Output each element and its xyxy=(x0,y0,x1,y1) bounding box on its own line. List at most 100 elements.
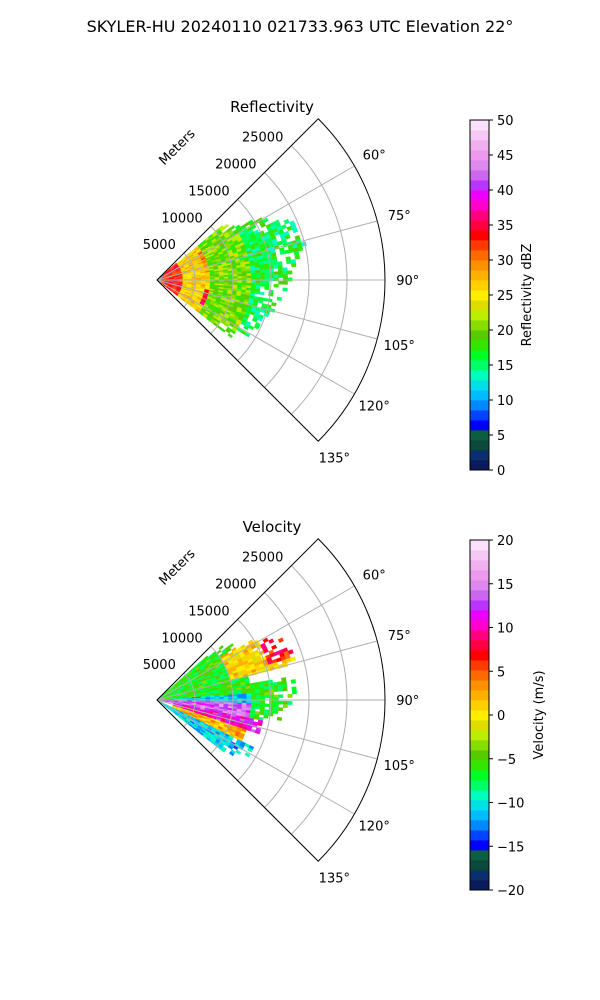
colorbar-swatch xyxy=(470,450,489,461)
colorbar-tick-label: 0 xyxy=(497,709,505,724)
echo-cell xyxy=(232,696,238,699)
echo-cell xyxy=(259,272,265,276)
echo-cell xyxy=(277,707,284,712)
colorbar-swatch xyxy=(470,350,489,361)
colorbar-swatch xyxy=(470,200,489,211)
colorbar-swatch xyxy=(470,310,489,321)
colorbar-swatch xyxy=(470,430,489,441)
azimuth-spoke xyxy=(156,699,378,760)
echo-cell xyxy=(250,690,256,694)
echo-cell xyxy=(282,277,288,282)
azimuth-tick-label: 120° xyxy=(359,399,390,414)
colorbar-swatch xyxy=(470,570,489,581)
echo-cell xyxy=(281,680,287,685)
sector-outline xyxy=(156,538,386,862)
colorbar-swatch xyxy=(470,340,489,351)
colorbar-swatch xyxy=(470,640,489,651)
azimuth-spoke xyxy=(156,585,355,701)
echo-cell xyxy=(269,700,275,705)
colorbar-swatch xyxy=(470,290,489,301)
echo-cell xyxy=(278,271,284,275)
velocity-panel: Velocity 5000 10000 15000 20000 25000 60° 75° 9… xyxy=(143,518,547,899)
reflectivity-title: Reflectivity xyxy=(230,98,314,116)
echo-cell xyxy=(264,694,270,699)
azimuth-tick-label: 60° xyxy=(363,569,386,584)
colorbar-swatch xyxy=(470,180,489,191)
echo-cell xyxy=(255,272,261,276)
echo-cell xyxy=(264,272,270,276)
echo-cell xyxy=(214,697,220,700)
echo-cell xyxy=(246,702,252,706)
echo-cell xyxy=(287,649,294,655)
echo-cell xyxy=(250,270,256,274)
azimuth-tick-label: 90° xyxy=(396,274,419,289)
echo-cell xyxy=(254,291,260,295)
echo-cell xyxy=(237,276,243,279)
reflectivity-range-axis-label: Meters xyxy=(157,126,199,168)
echo-cell xyxy=(255,703,261,707)
colorbar-swatch xyxy=(470,760,489,771)
colorbar-swatch xyxy=(470,610,489,621)
colorbar-tick-label: 25 xyxy=(497,289,514,304)
colorbar-swatch xyxy=(470,750,489,761)
echo-cell xyxy=(278,280,284,285)
echo-cell xyxy=(220,327,226,333)
colorbar-swatch xyxy=(470,690,489,701)
velocity-tick-labels: 5000 10000 15000 20000 25000 60° 75° 90° 105° 120… xyxy=(143,551,420,887)
velocity-colorbar: −20 −15 −10 −5 0 5 10 15 20 xyxy=(469,534,524,899)
echo-cell xyxy=(241,695,247,699)
echo-cell xyxy=(246,273,252,277)
echo-cell xyxy=(219,696,225,700)
velocity-title: Velocity xyxy=(243,518,302,536)
velocity-frame xyxy=(156,538,386,862)
echo-cell xyxy=(277,267,284,272)
colorbar-tick-label: 10 xyxy=(497,622,514,637)
echo-cell xyxy=(268,268,274,273)
colorbar-swatch xyxy=(470,380,489,391)
echo-cell xyxy=(223,696,229,699)
echo-cell xyxy=(229,225,236,231)
echo-cell xyxy=(232,694,238,697)
colorbar-tick-label: 20 xyxy=(497,534,514,549)
colorbar-swatch xyxy=(470,410,489,421)
echo-cell xyxy=(259,689,265,693)
colorbar-tick-label: −20 xyxy=(497,884,524,899)
echo-cell xyxy=(277,264,283,269)
azimuth-spoke xyxy=(156,279,355,395)
echo-cell xyxy=(227,333,234,339)
colorbar-swatch xyxy=(470,330,489,341)
echo-cell xyxy=(255,700,261,704)
colorbar-swatch xyxy=(470,550,489,561)
echo-cell xyxy=(282,700,288,705)
echo-cell xyxy=(260,283,266,287)
echo-cell xyxy=(276,296,283,301)
azimuth-tick-label: 105° xyxy=(384,759,415,774)
colorbar-swatch xyxy=(470,590,489,601)
colorbar-tick-label: 0 xyxy=(497,464,505,479)
colorbar-swatch xyxy=(470,880,489,891)
colorbar-swatch xyxy=(470,130,489,141)
echo-cell xyxy=(228,694,234,698)
echo-cell xyxy=(273,710,279,714)
echo-cell xyxy=(241,693,247,697)
colorbar-tick-label: 15 xyxy=(497,578,514,593)
colorbar-swatch xyxy=(470,770,489,781)
echo-cell xyxy=(273,271,279,276)
colorbar-swatch xyxy=(470,790,489,801)
echo-cell xyxy=(255,692,261,696)
echo-cell xyxy=(269,703,275,708)
echo-cell xyxy=(287,277,293,282)
azimuth-tick-label: 90° xyxy=(396,694,419,709)
echo-cell xyxy=(264,280,270,285)
colorbar-tick-label: 5 xyxy=(497,429,505,444)
azimuth-tick-label: 105° xyxy=(384,339,415,354)
velocity-range-axis-label: Meters xyxy=(157,546,199,588)
echo-cell xyxy=(223,276,229,279)
azimuth-spoke xyxy=(156,699,355,815)
colorbar-swatch xyxy=(470,660,489,671)
echo-cell xyxy=(255,283,261,287)
colorbar-swatch xyxy=(470,860,489,871)
echo-cell xyxy=(260,700,266,704)
echo-cell xyxy=(268,638,275,644)
